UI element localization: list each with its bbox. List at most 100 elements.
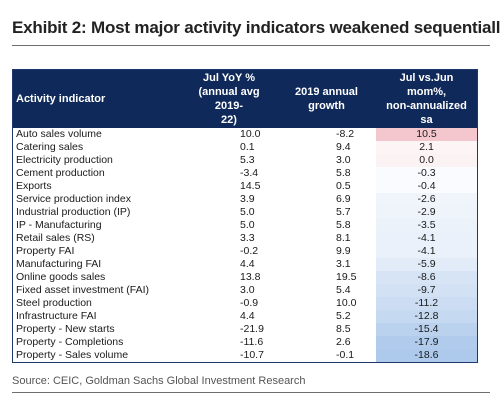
- cell-mom: -11.2: [376, 297, 477, 310]
- cell-2019-growth: 2.6: [336, 336, 351, 348]
- table-row: Steel production -0.9 10.0 -11.2: [13, 297, 477, 310]
- table-row: Property - Sales volume -10.7 -0.1 -18.6: [13, 349, 477, 362]
- cell-jul-yoy: 4.4: [240, 310, 255, 322]
- header-activity-indicator: Activity indicator: [13, 70, 181, 128]
- table-row: Electricity production 5.3 3.0 0.0: [13, 154, 477, 167]
- cell-2019-growth: -8.2: [336, 128, 355, 140]
- cell-jul-yoy: 5.0: [240, 219, 255, 231]
- cell-jul-yoy: 5.0: [240, 206, 255, 218]
- cell-jul-yoy: -3.4: [240, 167, 259, 179]
- table-row: Online goods sales 13.8 19.5 -8.6: [13, 271, 477, 284]
- cell-2019-growth: 5.8: [336, 219, 351, 231]
- cell-jul-yoy: -11.6: [240, 336, 264, 348]
- header-line: (annual avg 2019-: [198, 86, 260, 112]
- cell-jul-yoy: 3.9: [240, 193, 255, 205]
- table-row: Service production index 3.9 6.9 -2.6: [13, 193, 477, 206]
- cell-2019-growth: 5.7: [336, 206, 351, 218]
- table-row: Fixed asset investment (FAI) 3.0 5.4 -9.7: [13, 284, 477, 297]
- header-line: 2019 annual: [295, 86, 358, 98]
- cell-indicator: Cement production: [16, 167, 105, 179]
- table-row: Property FAI -0.2 9.9 -4.1: [13, 245, 477, 258]
- title-rule: [12, 45, 490, 46]
- cell-mom: -0.4: [376, 180, 477, 193]
- table-row: Property - Completions -11.6 2.6 -17.9: [13, 336, 477, 349]
- cell-2019-growth: 0.5: [336, 180, 351, 192]
- cell-mom: -8.6: [376, 271, 477, 284]
- cell-2019-growth: 19.5: [336, 271, 357, 283]
- cell-jul-yoy: -21.9: [240, 323, 264, 335]
- cell-mom: -18.6: [376, 349, 477, 362]
- cell-mom: 0.0: [376, 154, 477, 167]
- table-row: Auto sales volume 10.0 -8.2 10.5: [13, 128, 477, 141]
- cell-mom: -9.7: [376, 284, 477, 297]
- cell-indicator: Property - Sales volume: [16, 349, 129, 361]
- table-row: Exports 14.5 0.5 -0.4: [13, 180, 477, 193]
- cell-jul-yoy: 3.0: [240, 284, 255, 296]
- cell-2019-growth: 6.9: [336, 193, 351, 205]
- table-row: IP - Manufacturing 5.0 5.8 -3.5: [13, 219, 477, 232]
- cell-2019-growth: -0.1: [336, 349, 355, 361]
- table-row: Manufacturing FAI 4.4 3.1 -5.9: [13, 258, 477, 271]
- exhibit-title: Exhibit 2: Most major activity indicator…: [12, 18, 500, 37]
- cell-mom: -15.4: [376, 323, 477, 336]
- cell-indicator: Exports: [16, 180, 52, 192]
- cell-indicator: Service production index: [16, 193, 131, 205]
- table-row: Retail sales (RS) 3.3 8.1 -4.1: [13, 232, 477, 245]
- cell-indicator: Manufacturing FAI: [16, 258, 102, 270]
- cell-jul-yoy: 14.5: [240, 180, 261, 192]
- cell-jul-yoy: -0.9: [240, 297, 259, 309]
- cell-indicator: Online goods sales: [16, 271, 106, 283]
- cell-jul-yoy: 5.3: [240, 154, 255, 166]
- table-body: Auto sales volume 10.0 -8.2 10.5 Catering sa…: [13, 128, 477, 362]
- source-note: Source: CEIC, Goldman Sachs Global Inves…: [12, 375, 306, 387]
- header-line: Jul YoY %: [203, 72, 255, 84]
- cell-jul-yoy: 13.8: [240, 271, 261, 283]
- cell-indicator: Property - New starts: [16, 323, 115, 335]
- cell-mom: -4.1: [376, 245, 477, 258]
- cell-mom: -12.8: [376, 310, 477, 323]
- cell-indicator: Fixed asset investment (FAI): [16, 284, 150, 296]
- cell-mom: -3.5: [376, 219, 477, 232]
- cell-2019-growth: 3.1: [336, 258, 351, 270]
- cell-mom: -5.9: [376, 258, 477, 271]
- table-row: Property - New starts -21.9 8.5 -15.4: [13, 323, 477, 336]
- cell-mom: -4.1: [376, 232, 477, 245]
- cell-2019-growth: 8.1: [336, 232, 351, 244]
- cell-2019-growth: 5.8: [336, 167, 351, 179]
- cell-indicator: Auto sales volume: [16, 128, 102, 140]
- table-row: Infrastructure FAI 4.4 5.2 -12.8: [13, 310, 477, 323]
- table-row: Catering sales 0.1 9.4 2.1: [13, 141, 477, 154]
- cell-jul-yoy: 4.4: [240, 258, 255, 270]
- cell-mom: -0.3: [376, 167, 477, 180]
- cell-jul-yoy: -0.2: [240, 245, 259, 257]
- header-line: 22): [221, 114, 237, 126]
- cell-indicator: Property - Completions: [16, 336, 124, 348]
- cell-2019-growth: 8.5: [336, 323, 351, 335]
- cell-jul-yoy: 0.1: [240, 141, 255, 153]
- cell-indicator: Industrial production (IP): [16, 206, 131, 218]
- cell-2019-growth: 9.4: [336, 141, 351, 153]
- cell-2019-growth: 5.4: [336, 284, 351, 296]
- cell-mom: -2.9: [376, 206, 477, 219]
- cell-jul-yoy: 10.0: [240, 128, 261, 140]
- cell-indicator: Retail sales (RS): [16, 232, 95, 244]
- cell-jul-yoy: -10.7: [240, 349, 264, 361]
- cell-indicator: IP - Manufacturing: [16, 219, 102, 231]
- cell-indicator: Steel production: [16, 297, 92, 309]
- cell-jul-yoy: 3.3: [240, 232, 255, 244]
- cell-2019-growth: 10.0: [336, 297, 357, 309]
- header-line: Jul vs.Jun mom%,: [399, 72, 454, 98]
- table-header-row: Activity indicator Jul YoY % (annual avg…: [13, 70, 477, 128]
- cell-indicator: Property FAI: [16, 245, 75, 257]
- header-jul-vs-jun-mom: Jul vs.Jun mom%, non-annualized sa: [376, 70, 477, 128]
- table-row: Cement production -3.4 5.8 -0.3: [13, 167, 477, 180]
- cell-indicator: Catering sales: [16, 141, 84, 153]
- header-2019-growth: 2019 annual growth: [277, 70, 376, 128]
- activity-table: Activity indicator Jul YoY % (annual avg…: [12, 69, 478, 363]
- cell-mom: 2.1: [376, 141, 477, 154]
- cell-2019-growth: 3.0: [336, 154, 351, 166]
- header-line: Activity indicator: [16, 93, 106, 105]
- footer-rule: [12, 392, 490, 393]
- header-jul-yoy: Jul YoY % (annual avg 2019- 22): [181, 70, 277, 128]
- cell-2019-growth: 9.9: [336, 245, 351, 257]
